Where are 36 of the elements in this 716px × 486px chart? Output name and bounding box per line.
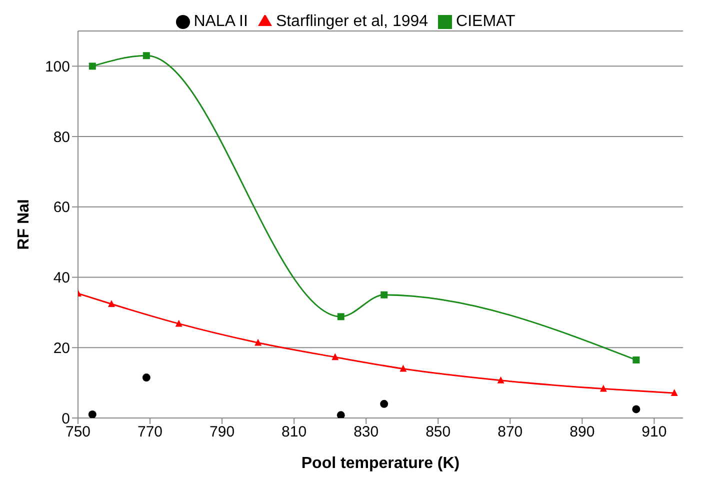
point [670,389,678,396]
point [108,300,115,308]
x-tick-label: 790 [210,424,235,441]
point [632,405,640,414]
point [88,62,96,70]
point [336,411,345,418]
point [632,356,640,364]
y-axis-title: RF NaI [16,199,33,250]
point [337,313,344,320]
point [142,52,150,60]
y-tick-label: 100 [44,58,70,76]
y-tick-label: 80 [53,128,70,146]
point [380,291,388,298]
x-tick-label: 890 [570,424,595,441]
x-tick-label: 810 [282,424,307,441]
y-tick-label: 60 [53,199,70,216]
x-tick-label: 870 [498,424,523,441]
x-axis-title: Pool temperature (K) [301,455,460,472]
point [254,338,262,346]
legend-label: CIEMAT [456,13,516,30]
point [88,410,96,418]
y-tick-label: 20 [53,340,70,357]
point [600,384,607,392]
x-tick-label: 770 [138,424,163,441]
point [380,400,388,408]
y-tick-label: 40 [53,270,70,287]
point [332,353,339,360]
point [175,320,182,327]
x-tick-label: 850 [426,424,451,441]
point [142,374,150,382]
point [400,364,407,372]
legend-label: NALA II [194,13,248,30]
x-tick-label: 910 [642,424,667,441]
x-tick-label: 830 [354,424,379,441]
legend-label: Starflinger et al, 1994 [276,13,428,30]
point [497,376,504,384]
